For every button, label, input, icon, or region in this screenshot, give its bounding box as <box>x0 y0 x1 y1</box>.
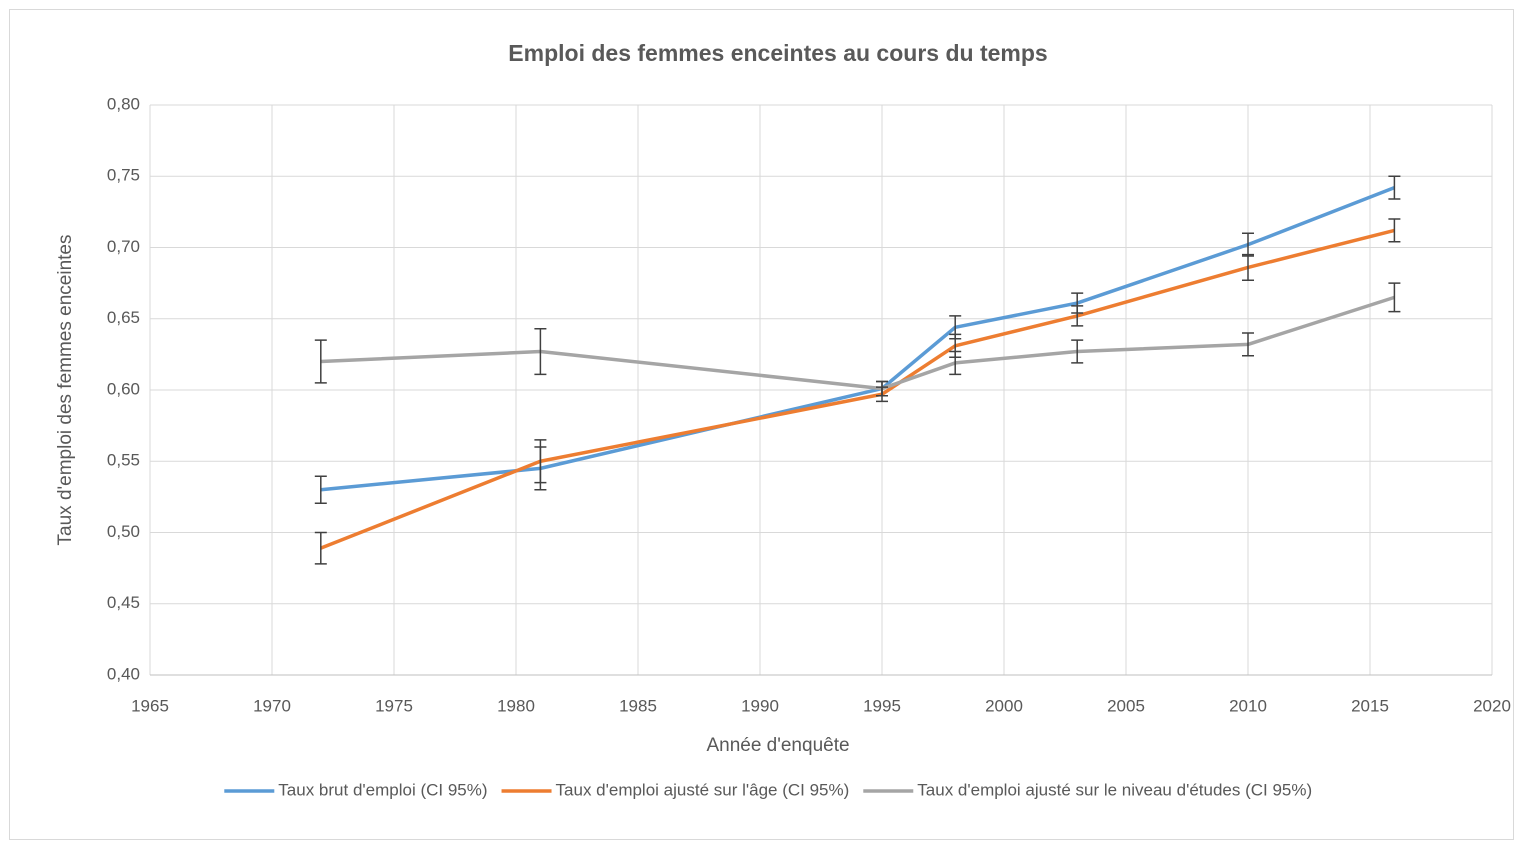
y-tick-label: 0,45 <box>107 593 140 612</box>
y-tick-label: 0,65 <box>107 308 140 327</box>
error-bar <box>314 475 327 505</box>
legend-label: Taux d'emploi ajusté sur l'âge (CI 95%) <box>556 780 850 799</box>
x-tick-label: 2015 <box>1351 696 1389 715</box>
x-tick-label: 1990 <box>741 696 779 715</box>
error-bar <box>1242 332 1254 357</box>
error-bar <box>1388 175 1401 200</box>
x-tick-label: 1970 <box>253 696 291 715</box>
y-tick-label: 0,60 <box>107 379 140 398</box>
y-axis-label: Taux d'emploi des femmes enceintes <box>55 235 76 546</box>
y-tick-label: 0,55 <box>107 451 140 470</box>
y-tick-label: 0,50 <box>107 522 140 541</box>
y-tick-label: 0,70 <box>107 237 140 256</box>
x-tick-label: 2010 <box>1229 696 1267 715</box>
error-bar <box>1388 218 1401 243</box>
x-tick-label: 2005 <box>1107 696 1145 715</box>
error-bar <box>534 439 547 484</box>
error-bar <box>314 339 327 384</box>
error-bar <box>314 531 327 565</box>
x-tick-label: 1975 <box>375 696 413 715</box>
x-tick-label: 2020 <box>1473 696 1511 715</box>
error-bar <box>1242 253 1254 282</box>
x-tick-label: 1965 <box>131 696 169 715</box>
y-tick-label: 0,40 <box>107 664 140 683</box>
x-axis-label: Année d'enquête <box>706 735 849 756</box>
error-bar <box>876 380 888 397</box>
x-tick-label: 1995 <box>863 696 901 715</box>
error-bar <box>949 350 962 376</box>
x-tick-label: 1980 <box>497 696 535 715</box>
y-tick-label: 0,75 <box>107 166 140 185</box>
chart-frame <box>9 9 1514 840</box>
legend-label: Taux d'emploi ajusté sur le niveau d'étu… <box>917 780 1312 799</box>
error-bar <box>1071 339 1084 364</box>
legend-label: Taux brut d'emploi (CI 95%) <box>278 780 487 799</box>
error-bar <box>1071 305 1084 327</box>
x-tick-label: 1985 <box>619 696 657 715</box>
chart-title: Emploi des femmes enceintes au cours du … <box>508 40 1047 66</box>
error-bar <box>534 327 547 376</box>
error-bar <box>1388 282 1401 313</box>
y-tick-label: 0,80 <box>107 94 140 113</box>
x-tick-label: 2000 <box>985 696 1023 715</box>
